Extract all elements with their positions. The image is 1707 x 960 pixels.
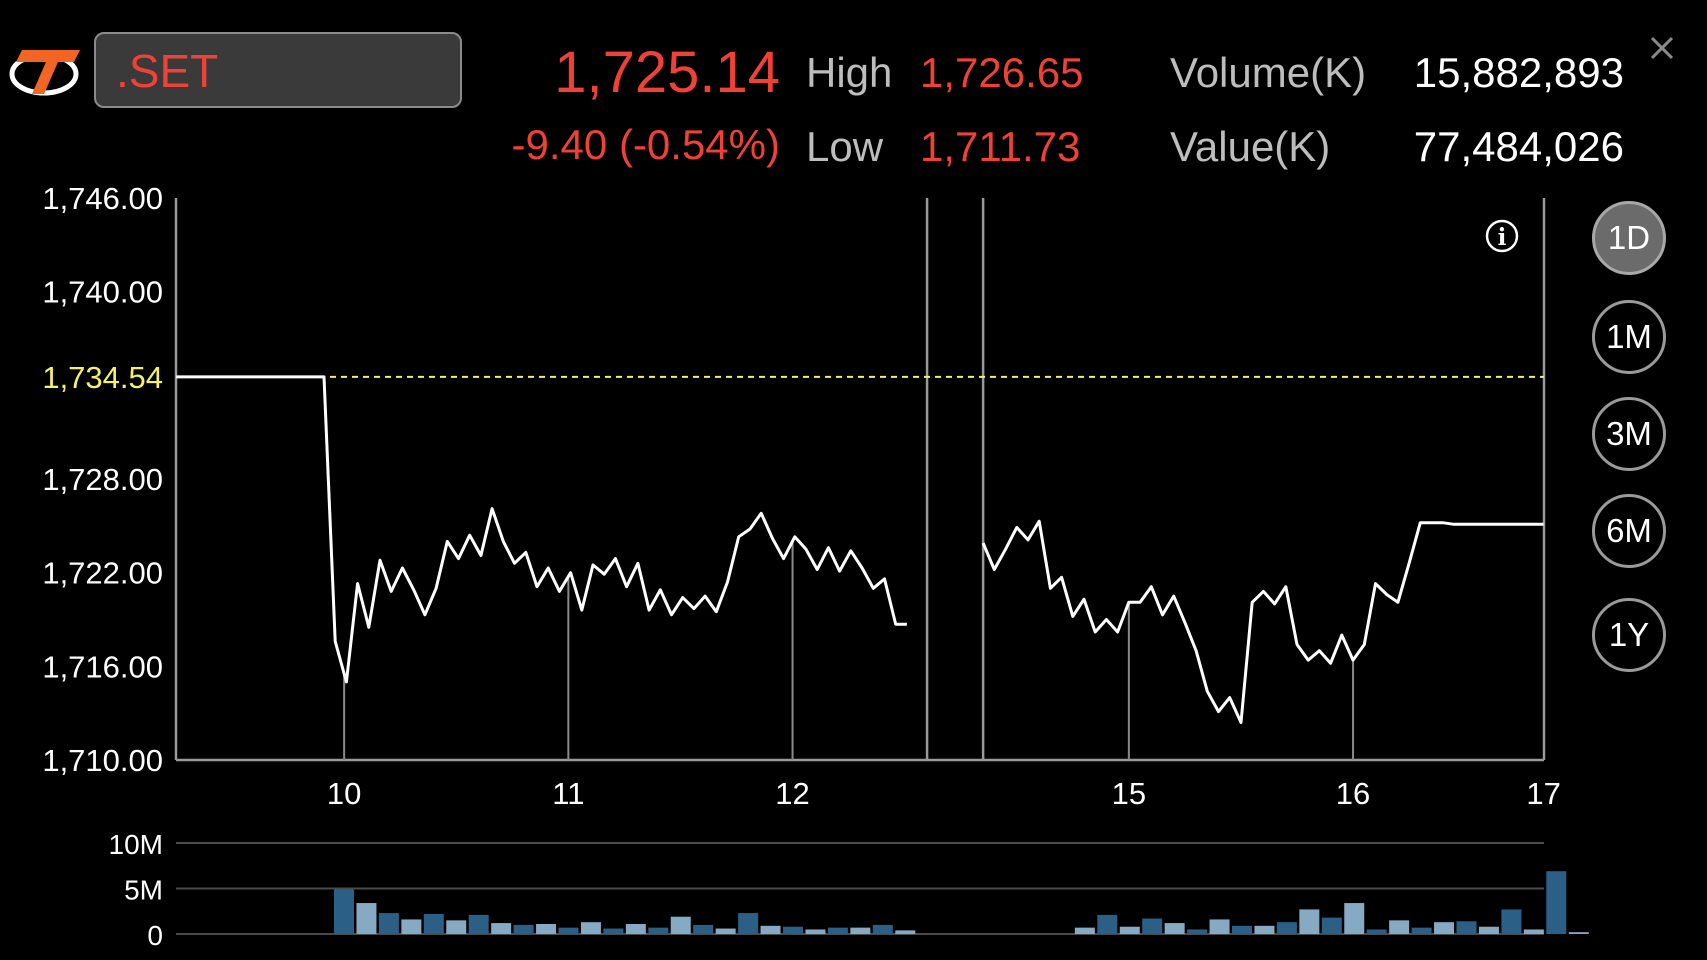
range-button-1d[interactable]: 1D <box>1592 201 1666 275</box>
volume-bar <box>1187 929 1208 934</box>
value-value: 77,484,026 <box>1413 123 1624 170</box>
symbol-search-input[interactable]: .SET <box>94 32 462 108</box>
volume-bar <box>1074 927 1095 934</box>
brand-logo <box>9 50 80 96</box>
volume-bar <box>872 924 893 934</box>
volume-bar <box>1434 922 1455 934</box>
x-tick-label: 16 <box>1336 776 1370 811</box>
y-tick-label: 1,722.00 <box>42 556 163 591</box>
volume-bar <box>1523 929 1544 934</box>
volume-bar <box>1321 917 1342 934</box>
volume-bar <box>1299 909 1320 934</box>
volume-bar <box>446 920 467 934</box>
volume-bar <box>1478 926 1499 934</box>
last-price: 1,725.14 <box>554 40 780 105</box>
price-line-session-1 <box>176 375 907 684</box>
volume-bar <box>805 929 826 934</box>
range-button-6m[interactable]: 6M <box>1592 494 1666 568</box>
volume-bar <box>513 924 534 934</box>
volume-label: Volume(K) <box>1170 49 1367 96</box>
info-icon <box>1485 219 1519 253</box>
volume-bar <box>1164 923 1185 934</box>
volume-bar <box>378 913 399 934</box>
price-line-session-2 <box>981 519 1544 724</box>
volume-bar <box>1366 929 1387 934</box>
volume-bar <box>536 923 557 934</box>
range-button-1y[interactable]: 1Y <box>1592 598 1666 672</box>
y-tick-label: 1,740.00 <box>42 275 163 310</box>
volume-bar <box>1501 909 1522 934</box>
volume-y-tick-label: 0 <box>147 920 163 951</box>
volume-bar <box>850 927 871 934</box>
reference-label: 1,734.54 <box>42 360 163 395</box>
volume-bar <box>1119 926 1140 934</box>
volume-bar <box>625 923 646 934</box>
volume-bar <box>1254 925 1275 934</box>
volume-bar <box>1097 914 1118 934</box>
range-button-1m[interactable]: 1M <box>1592 300 1666 374</box>
price-change: -9.40 (-0.54%) <box>511 121 780 168</box>
volume-y-tick-label: 10M <box>109 829 163 860</box>
volume-bar <box>423 913 444 934</box>
volume-bar <box>1209 919 1230 934</box>
volume-bar <box>1546 871 1567 934</box>
x-tick-label: 11 <box>552 776 584 811</box>
volume-bar <box>1344 903 1365 934</box>
volume-bar <box>895 930 916 934</box>
volume-bar <box>580 922 601 934</box>
volume-bar <box>491 923 512 934</box>
volume-bar <box>1276 922 1297 934</box>
volume-bar <box>401 919 422 934</box>
range-button-3m[interactable]: 3M <box>1592 397 1666 471</box>
volume-bar <box>670 916 691 934</box>
volume-bar <box>558 927 579 934</box>
volume-bar <box>334 889 354 934</box>
volume-bar <box>1411 927 1432 934</box>
volume-bar <box>715 928 736 934</box>
volume-bar <box>1232 925 1252 934</box>
y-tick-label: 1,716.00 <box>42 649 163 684</box>
y-tick-label: 1,710.00 <box>42 743 163 778</box>
symbol-text: .SET <box>116 45 219 97</box>
volume-bar <box>356 903 377 934</box>
volume-bar <box>648 927 669 934</box>
volume-bar <box>1568 932 1589 934</box>
close-icon[interactable] <box>1644 30 1680 66</box>
x-tick-label: 17 <box>1526 776 1560 811</box>
volume-bar <box>603 928 624 934</box>
volume-value: 15,882,893 <box>1413 49 1624 96</box>
x-tick-label: 15 <box>1112 776 1146 811</box>
low-value: 1,711.73 <box>920 123 1081 170</box>
high-label: High <box>806 49 893 96</box>
volume-bar <box>1456 921 1477 934</box>
x-tick-label: 12 <box>775 776 809 811</box>
info-icon-glyph: i <box>1498 224 1507 251</box>
volume-y-tick-label: 5M <box>124 875 163 906</box>
y-tick-label: 1,728.00 <box>42 462 163 497</box>
volume-bar <box>783 926 803 934</box>
volume-bar <box>693 924 714 934</box>
high-value: 1,726.65 <box>920 49 1084 96</box>
volume-bar <box>738 913 759 934</box>
y-tick-label: 1,746.00 <box>42 181 163 216</box>
value-label: Value(K) <box>1170 123 1331 170</box>
volume-bar <box>468 914 489 934</box>
low-label: Low <box>806 123 884 170</box>
volume-bar <box>1389 920 1410 934</box>
volume-bar <box>1142 918 1163 934</box>
x-tick-label: 10 <box>327 776 361 811</box>
volume-bar <box>760 925 781 934</box>
volume-bar <box>827 927 848 934</box>
